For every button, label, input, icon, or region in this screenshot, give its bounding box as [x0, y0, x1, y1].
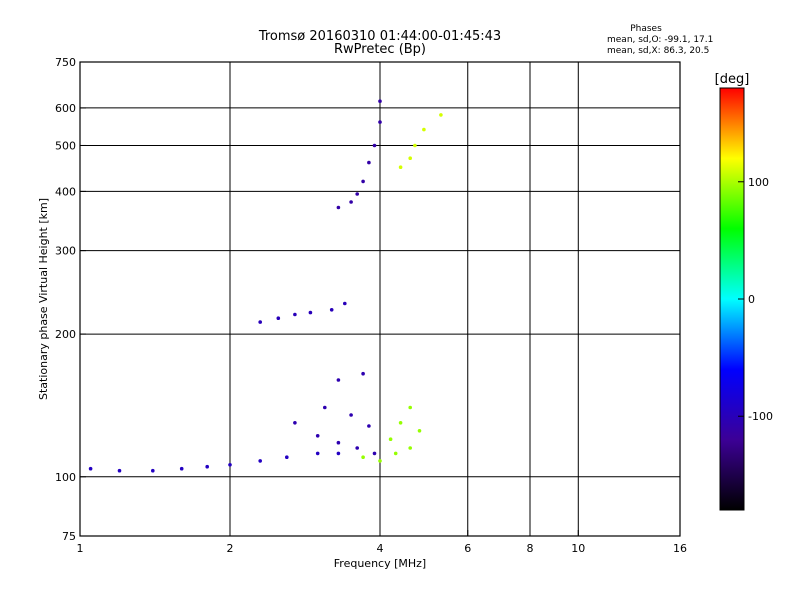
x-tick-label: 6	[464, 542, 471, 555]
data-point	[336, 440, 341, 445]
y-tick-label: 500	[55, 139, 76, 152]
chart-title: Tromsø 20160310 01:44:00-01:45:43	[258, 29, 501, 44]
data-point	[276, 316, 281, 321]
x-tick-label: 10	[571, 542, 585, 555]
data-point	[293, 421, 297, 425]
data-point	[408, 446, 413, 450]
colorbar-tick-label: -100	[748, 410, 773, 423]
data-point	[361, 371, 365, 376]
data-point	[422, 127, 426, 132]
data-point	[258, 320, 263, 324]
data-point	[367, 160, 371, 165]
x-tick-label: 2	[227, 542, 234, 555]
colorbar-tick-label: 0	[748, 293, 755, 306]
data-point	[179, 466, 184, 471]
data-point	[417, 429, 422, 433]
y-tick-label: 600	[55, 102, 76, 115]
axis-ticks: 1 2 4 6 8 10 16 75 100 200 300 400 500 600 750	[55, 56, 687, 555]
phases-o-stats: mean, sd,O: -99.1, 17.1	[607, 35, 713, 45]
x-axis-label: Frequency [MHz]	[334, 557, 426, 570]
data-point	[355, 192, 360, 196]
phases-heading: Phases	[630, 24, 662, 34]
data-point	[336, 378, 341, 382]
colorbar-label: [deg]	[715, 72, 750, 87]
data-point	[336, 451, 341, 456]
data-point	[372, 451, 377, 456]
data-point	[388, 437, 393, 442]
data-point	[413, 143, 417, 148]
data-point	[372, 143, 377, 148]
y-tick-label: 100	[55, 471, 76, 484]
colorbar-tick-label: 100	[748, 176, 769, 189]
x-tick-label: 4	[377, 542, 384, 555]
data-point	[117, 468, 122, 473]
data-point	[393, 451, 398, 456]
data-point	[378, 120, 382, 124]
y-tick-label: 200	[55, 328, 76, 341]
data-point	[361, 179, 365, 184]
data-point	[315, 434, 320, 438]
data-point	[228, 463, 232, 467]
data-points	[88, 99, 443, 473]
data-point	[378, 459, 382, 463]
data-point	[398, 165, 403, 169]
x-tick-label: 16	[673, 542, 687, 555]
x-tick-label: 8	[527, 542, 534, 555]
colorbar-ticks: 100 0 -100	[738, 176, 773, 423]
chart-subtitle: RwPretec (Bp)	[334, 42, 426, 57]
data-point	[349, 200, 353, 204]
data-point	[88, 466, 93, 471]
data-point	[343, 301, 347, 306]
x-tick-label: 1	[77, 542, 84, 555]
data-point	[308, 310, 313, 315]
y-tick-label: 750	[55, 56, 76, 69]
data-point	[355, 446, 360, 450]
data-point	[151, 468, 155, 473]
data-point	[336, 205, 341, 210]
data-point	[323, 405, 327, 410]
data-point	[361, 455, 365, 460]
y-axis-label: Stationary phase Virtual Height [km]	[37, 198, 50, 400]
data-point	[205, 464, 209, 469]
data-point	[329, 308, 334, 312]
data-point	[315, 451, 320, 456]
data-point	[439, 113, 443, 117]
y-tick-label: 400	[55, 185, 76, 198]
data-point	[367, 424, 371, 428]
data-point	[408, 405, 413, 410]
data-point	[349, 413, 353, 417]
data-point	[408, 156, 413, 160]
phases-x-stats: mean, sd,X: 86.3, 20.5	[607, 46, 709, 56]
data-point	[378, 99, 382, 103]
data-point	[293, 312, 297, 317]
data-point	[285, 455, 289, 460]
grid-lines	[80, 62, 680, 536]
data-point	[398, 421, 403, 425]
y-tick-label: 300	[55, 245, 76, 258]
data-point	[258, 459, 263, 463]
y-tick-label: 75	[62, 530, 76, 543]
